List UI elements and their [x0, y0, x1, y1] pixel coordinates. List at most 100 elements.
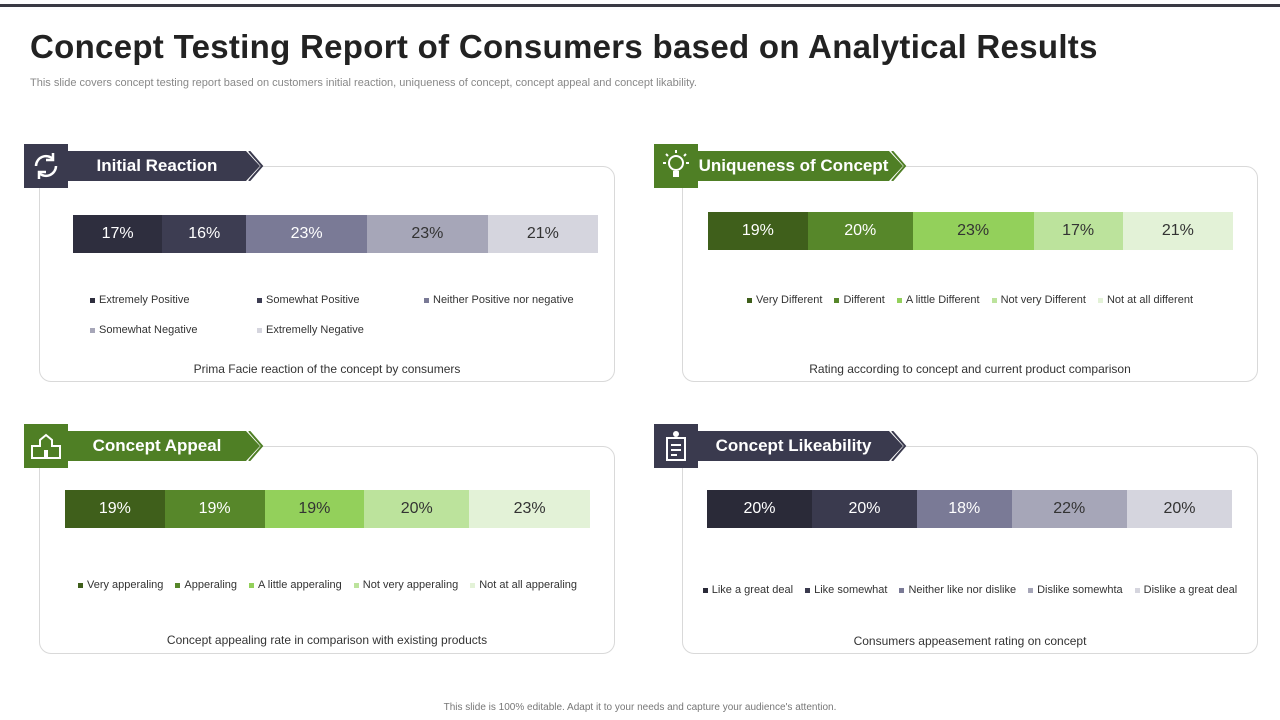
legend-item: Not very Different	[991, 285, 1086, 315]
chart-caption: Consumers appeasement rating on concept	[853, 634, 1087, 648]
legend-label: Not very apperaling	[362, 579, 459, 591]
legend-item: Not at all apperaling	[470, 570, 577, 600]
data-label: 17%	[101, 225, 134, 242]
panel-title: Initial Reaction	[96, 156, 218, 175]
legend-label: Like somewhat	[814, 584, 888, 596]
tab-shape	[68, 430, 264, 462]
panel-icon	[24, 424, 68, 468]
legend: Very Different Different A little Differen…	[690, 285, 1250, 315]
legend-item: Not very apperaling	[353, 570, 459, 600]
panel	[39, 166, 615, 382]
legend-swatch	[424, 297, 429, 303]
legend-swatch	[702, 587, 708, 593]
legend-swatch	[90, 297, 95, 303]
legend-item: Dislike a great deal	[1134, 575, 1238, 605]
data-label: 23%	[957, 222, 990, 239]
legend-swatch	[899, 587, 905, 593]
panel-title: Concept Appeal	[92, 436, 222, 455]
legend-label: Different	[843, 294, 885, 306]
legend-swatch	[90, 327, 95, 333]
legend-swatch	[175, 582, 181, 588]
page-subtitle: This slide covers concept testing report…	[30, 77, 697, 89]
panel	[682, 446, 1258, 654]
legend-item: Very Different	[746, 285, 823, 315]
bar-segment	[807, 212, 913, 250]
bar-segment	[1122, 212, 1233, 250]
legend-item: A little Different	[896, 285, 980, 315]
legend-label: Not at all apperaling	[479, 579, 578, 591]
data-label: 20%	[743, 500, 776, 517]
legend-item: Somewhat Positive	[257, 285, 424, 315]
legend-label: Dislike a great deal	[1143, 584, 1238, 596]
legend-swatch	[1028, 587, 1034, 593]
data-label: 21%	[526, 225, 559, 242]
bar-segment	[162, 215, 247, 253]
legend-swatch	[896, 297, 902, 303]
data-label: 20%	[844, 222, 877, 239]
chart-caption: Rating according to concept and current …	[809, 362, 1131, 376]
tab-arrow	[698, 150, 907, 182]
data-label: 20%	[1163, 500, 1196, 517]
legend: Like a great deal Like somewhat Neither li…	[690, 575, 1250, 605]
data-label: 23%	[513, 500, 546, 517]
icon-glyph	[663, 150, 689, 177]
bar-segment	[487, 215, 598, 253]
legend-label: Not very Different	[1000, 294, 1086, 306]
legend-label: Neither Positive nor negative	[433, 294, 574, 306]
icon-glyph	[666, 431, 686, 461]
panel	[39, 446, 615, 654]
bar-segment	[469, 490, 590, 528]
legend-label: Extremely Positive	[99, 294, 190, 306]
legend-swatch	[470, 582, 476, 588]
tab-arrow	[68, 430, 264, 462]
legend-swatch	[746, 297, 752, 303]
data-label: 19%	[741, 222, 774, 239]
legend-label: Very apperaling	[86, 579, 164, 591]
data-label: 20%	[848, 500, 881, 517]
legend-label: Very Different	[755, 294, 823, 306]
bar-segment	[708, 212, 808, 250]
bar-segment	[73, 215, 163, 253]
bar-segment	[812, 490, 917, 528]
bar-segment	[367, 215, 488, 253]
legend-label: Like a great deal	[711, 584, 794, 596]
tab-shape	[698, 430, 907, 462]
legend-swatch	[834, 297, 840, 303]
data-label: 18%	[948, 500, 981, 517]
data-label: 19%	[98, 500, 131, 517]
legend-swatch	[991, 297, 997, 303]
legend-swatch	[1097, 297, 1103, 303]
data-label: 23%	[411, 225, 444, 242]
legend-label: A little apperaling	[258, 579, 342, 591]
tab-arrow	[68, 150, 264, 182]
legend-item: Like a great deal	[702, 575, 794, 605]
legend-item: Extremely Positive	[90, 285, 257, 315]
legend-label: Neither like nor dislike	[908, 584, 1017, 596]
top-rule	[0, 4, 1280, 7]
legend-label: Extremelly Negative	[266, 324, 364, 336]
legend-item: Not at all different	[1097, 285, 1193, 315]
panel	[682, 166, 1258, 382]
data-label: 19%	[198, 500, 231, 517]
chart-caption: Prima Facie reaction of the concept by c…	[193, 362, 461, 376]
tab-arrow	[698, 430, 907, 462]
legend-item: Neither Positive nor negative	[424, 285, 591, 315]
bar-segment	[164, 490, 265, 528]
legend-item: Different	[834, 285, 885, 315]
bar-segment	[264, 490, 365, 528]
legend-swatch	[353, 582, 359, 588]
legend-swatch	[257, 327, 262, 333]
legend-swatch	[257, 297, 262, 303]
legend-swatch	[77, 582, 83, 588]
icon-glyph	[31, 433, 61, 459]
legend-label: Dislike somewhta	[1037, 584, 1123, 596]
panel-icon	[654, 424, 698, 468]
legend-item: Dislike somewhta	[1028, 575, 1123, 605]
panel-icon	[654, 144, 698, 188]
bar-segment	[1011, 490, 1127, 528]
data-label: 19%	[298, 500, 331, 517]
panel-title: Concept Likeability	[715, 436, 872, 455]
legend-label: Somewhat Positive	[266, 294, 360, 306]
bar-segment	[1033, 212, 1123, 250]
